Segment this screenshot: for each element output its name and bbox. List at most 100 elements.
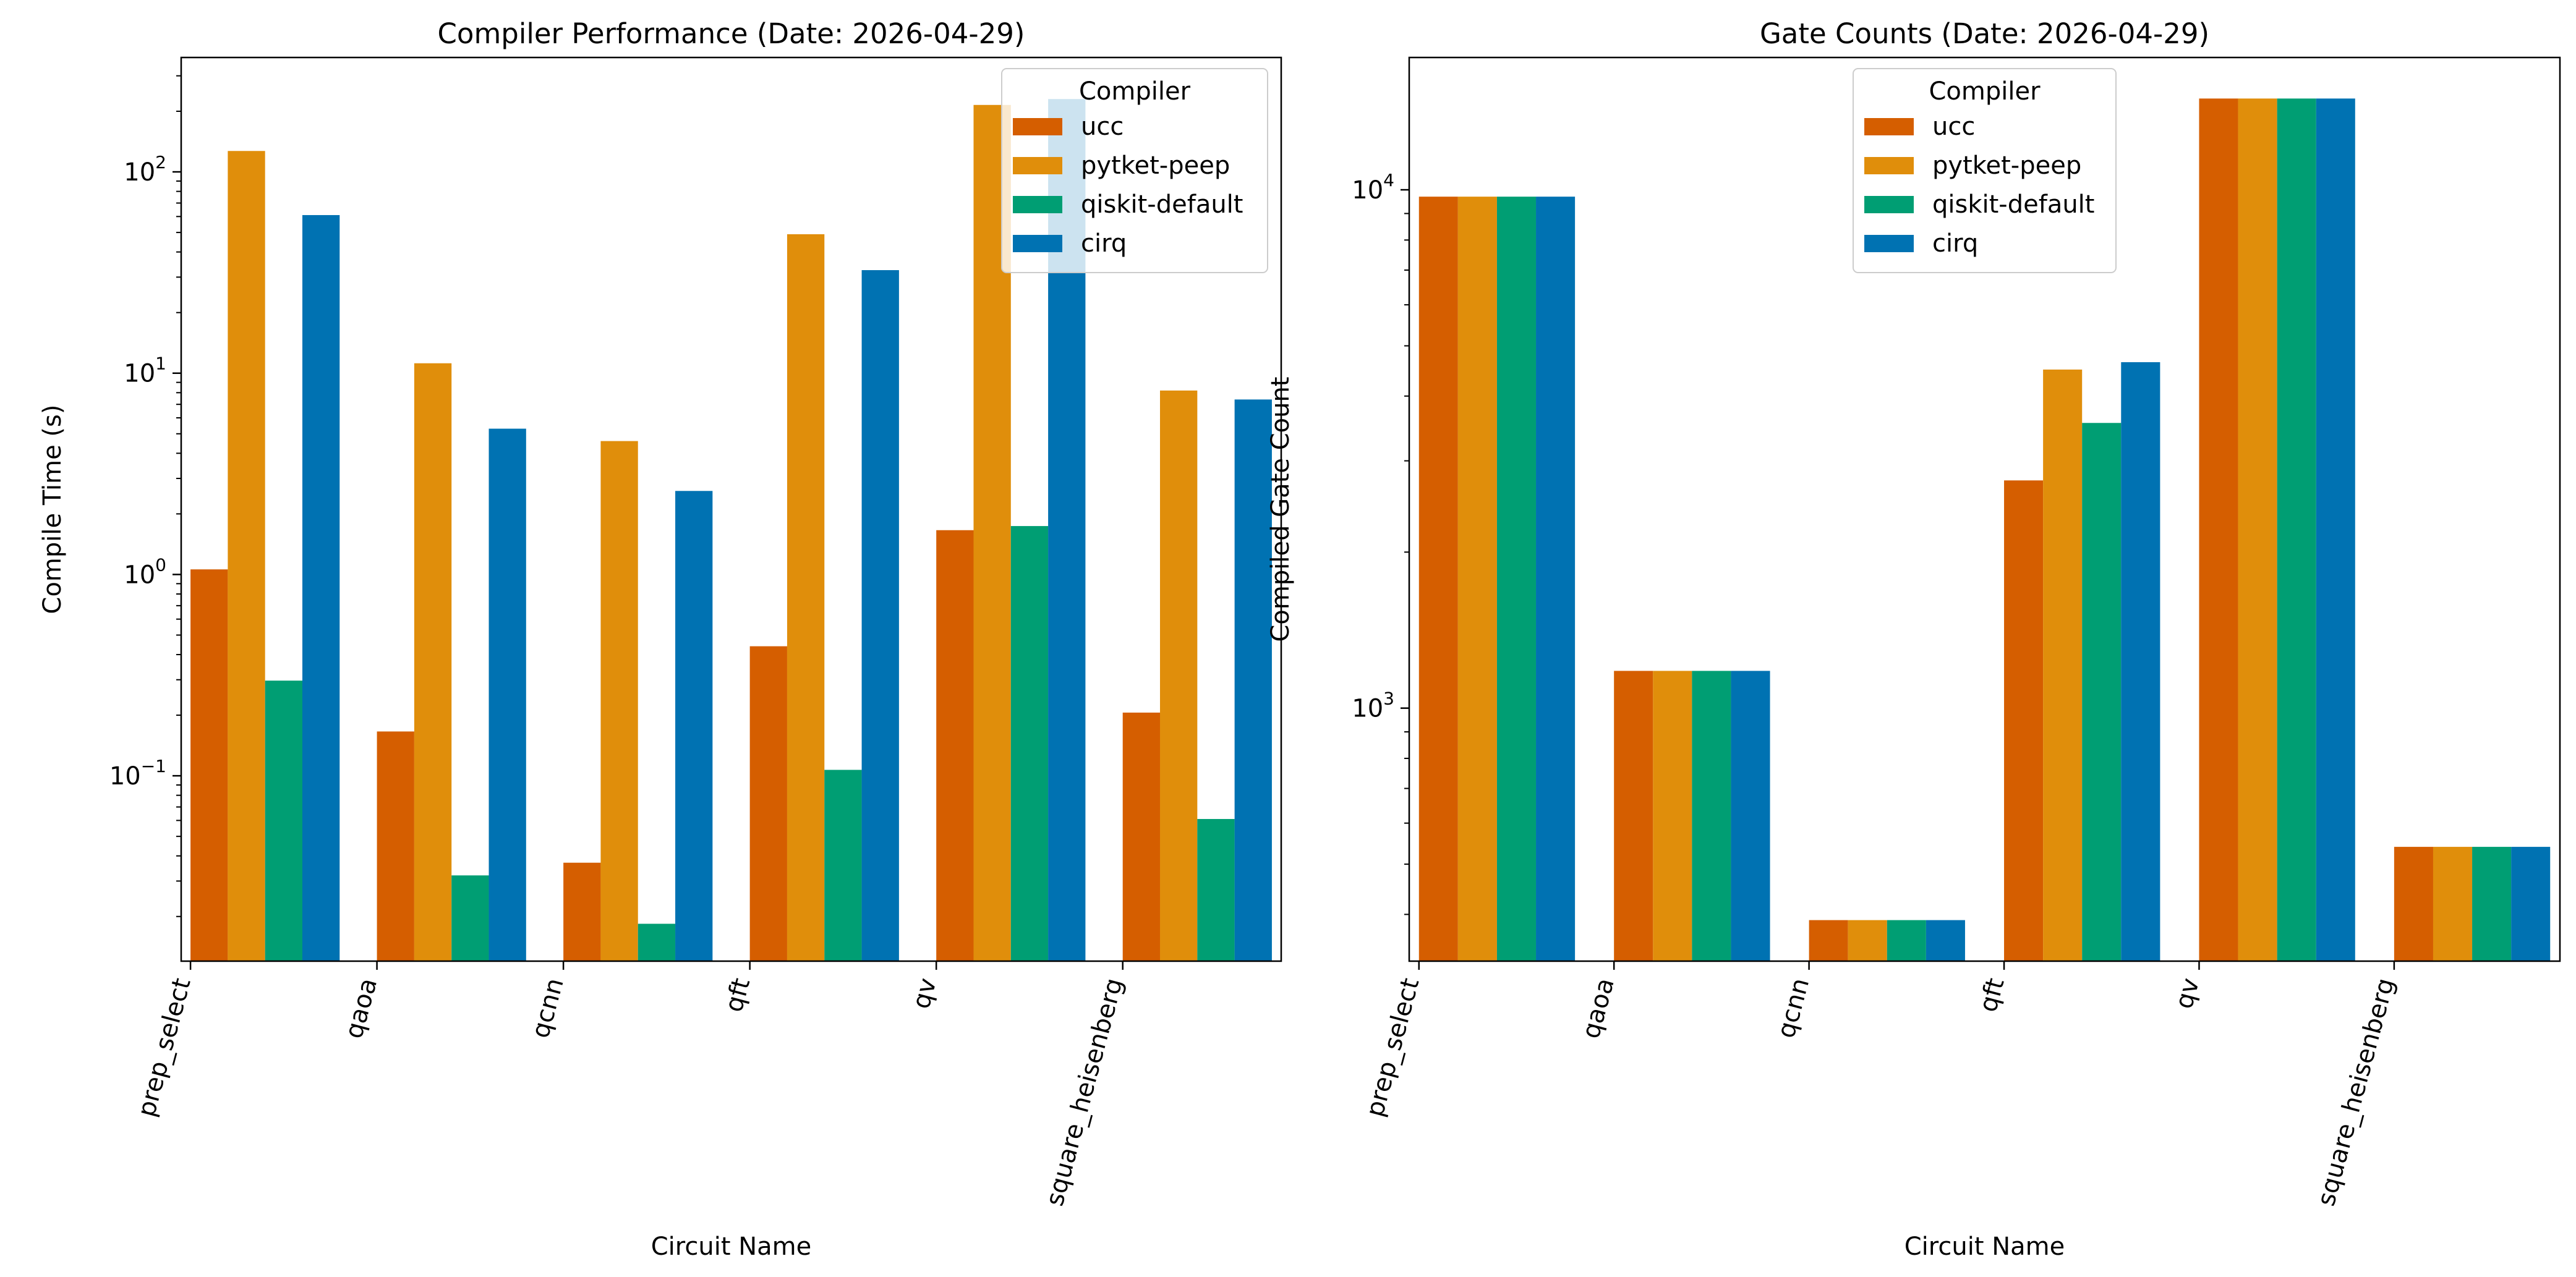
legend-label-qiskit-default: qiskit-default <box>1932 190 2094 219</box>
legend-title: Compiler <box>1079 77 1191 106</box>
legend-swatch-ucc <box>1864 118 1914 135</box>
chart-panel-2: Gate Counts (Date: 2026-04-29) Compiled G… <box>1266 17 2561 1261</box>
x-tick-label: qcnn <box>526 975 569 1042</box>
y-tick-label: 100 <box>124 554 166 589</box>
bar-qiskit-default-qcnn <box>638 923 676 961</box>
bar-pytket-peep-qft <box>2043 369 2083 961</box>
bar-qiskit-default-qaoa <box>1692 671 1731 961</box>
bar-ucc-prep_select <box>1418 197 1458 961</box>
bar-pytket-peep-square_heisenberg <box>2433 847 2473 961</box>
legend-label-pytket-peep: pytket-peep <box>1932 151 2081 180</box>
bar-qiskit-default-qv <box>1010 526 1049 961</box>
chart-panel-1: Compiler Performance (Date: 2026-04-29) C… <box>38 17 1282 1261</box>
bar-ucc-qcnn <box>1809 920 1848 961</box>
bar-qiskit-default-square_heisenberg <box>2472 847 2512 961</box>
bar-cirq-prep_select <box>1536 197 1576 961</box>
bar-qiskit-default-prep_select <box>1496 197 1537 961</box>
bar-cirq-square_heisenberg <box>2511 847 2551 961</box>
legend-swatch-cirq <box>1013 235 1062 252</box>
legend-swatch-pytket-peep <box>1864 157 1914 174</box>
legend-label-qiskit-default: qiskit-default <box>1081 190 1243 219</box>
bar-ucc-qv <box>936 530 974 961</box>
bar-pytket-peep-prep_select <box>228 151 265 961</box>
legend-label-pytket-peep: pytket-peep <box>1081 151 1230 180</box>
legend-swatch-ucc <box>1013 118 1062 135</box>
x-tick-label: qv <box>2170 975 2205 1012</box>
bar-cirq-square_heisenberg <box>1234 399 1272 961</box>
legend-label-cirq: cirq <box>1081 229 1127 258</box>
bar-cirq-prep_select <box>302 214 340 962</box>
y-axis-label: Compiled Gate Count <box>1266 376 1295 642</box>
bar-qiskit-default-prep_select <box>265 681 302 961</box>
axes-frame <box>180 56 1282 962</box>
bars <box>190 99 1272 962</box>
legend: Compiler ucc pytket-peep qiskit-default cirq <box>1853 68 2117 273</box>
chart-title: Compiler Performance (Date: 2026-04-29) <box>438 17 1025 50</box>
bar-cirq-qcnn <box>1926 920 1965 961</box>
x-tick-label: square_heisenberg <box>1041 975 1129 1209</box>
bar-pytket-peep-qcnn <box>600 441 638 961</box>
legend-swatch-cirq <box>1864 235 1914 252</box>
legend-label-ucc: ucc <box>1081 112 1124 141</box>
bar-ucc-prep_select <box>190 569 228 961</box>
bar-ucc-qaoa <box>1614 671 1653 961</box>
bar-cirq-qft <box>2121 362 2160 961</box>
y-tick-label: 101 <box>124 354 166 388</box>
bar-cirq-qcnn <box>675 491 713 961</box>
x-tick-label: qft <box>1974 975 2010 1016</box>
x-tick-label: prep_select <box>1361 975 1425 1120</box>
y-minor-ticks <box>176 75 181 917</box>
bar-qiskit-default-qft <box>824 770 862 961</box>
legend-label-ucc: ucc <box>1932 112 1975 141</box>
bar-pytket-peep-qaoa <box>414 363 452 961</box>
bar-pytket-peep-qv <box>2238 98 2277 961</box>
bar-ucc-qft <box>2004 480 2044 961</box>
legend-swatch-qiskit-default <box>1013 196 1062 213</box>
bar-ucc-qaoa <box>377 731 414 961</box>
bar-cirq-qaoa <box>488 428 526 961</box>
bar-qiskit-default-qcnn <box>1887 920 1926 961</box>
bar-cirq-qv <box>2316 98 2355 961</box>
legend-title: Compiler <box>1929 77 2041 106</box>
y-minor-ticks <box>1404 213 1409 915</box>
x-tick-label: qcnn <box>1772 975 1815 1042</box>
y-tick-label: 102 <box>124 152 166 187</box>
x-tick-label: qft <box>720 975 756 1016</box>
legend-swatch-qiskit-default <box>1864 196 1914 213</box>
bar-pytket-peep-qft <box>787 234 825 962</box>
bar-qiskit-default-square_heisenberg <box>1197 819 1235 961</box>
bars <box>1418 98 2551 961</box>
bar-ucc-square_heisenberg <box>2394 847 2433 961</box>
bar-pytket-peep-qcnn <box>1848 920 1887 961</box>
y-tick-label: 103 <box>1352 689 1394 723</box>
axes-frame <box>1408 56 2561 962</box>
bar-cirq-qaoa <box>1731 671 1770 961</box>
bar-pytket-peep-square_heisenberg <box>1160 390 1198 961</box>
legend-swatch-pytket-peep <box>1013 157 1062 174</box>
y-tick-label: 104 <box>1352 170 1394 205</box>
legend: Compiler ucc pytket-peep qiskit-default cirq <box>1001 68 1268 273</box>
x-axis-label: Circuit Name <box>651 1232 811 1261</box>
bar-cirq-qft <box>861 270 899 961</box>
y-tick-label: 10−1 <box>109 756 166 791</box>
x-tick-label: prep_select <box>132 975 197 1120</box>
x-tick-label: qaoa <box>339 975 383 1042</box>
bar-pytket-peep-qaoa <box>1653 671 1692 961</box>
bar-qiskit-default-qft <box>2082 423 2122 961</box>
bar-ucc-qft <box>749 646 787 961</box>
chart-title: Gate Counts (Date: 2026-04-29) <box>1760 17 2209 50</box>
bar-pytket-peep-prep_select <box>1457 197 1497 961</box>
bar-ucc-qv <box>2199 98 2238 961</box>
bar-qiskit-default-qv <box>2277 98 2316 961</box>
bar-ucc-square_heisenberg <box>1122 712 1161 961</box>
bar-ucc-qcnn <box>563 862 601 961</box>
y-axis-label: Compile Time (s) <box>38 405 67 614</box>
x-tick-label: qv <box>907 975 942 1012</box>
legend-box <box>1853 68 2117 273</box>
legend-box <box>1001 68 1268 273</box>
x-tick-label: qaoa <box>1577 975 1620 1042</box>
legend-label-cirq: cirq <box>1932 229 1978 258</box>
bar-qiskit-default-qaoa <box>451 875 489 961</box>
x-tick-label: square_heisenberg <box>2312 975 2400 1209</box>
